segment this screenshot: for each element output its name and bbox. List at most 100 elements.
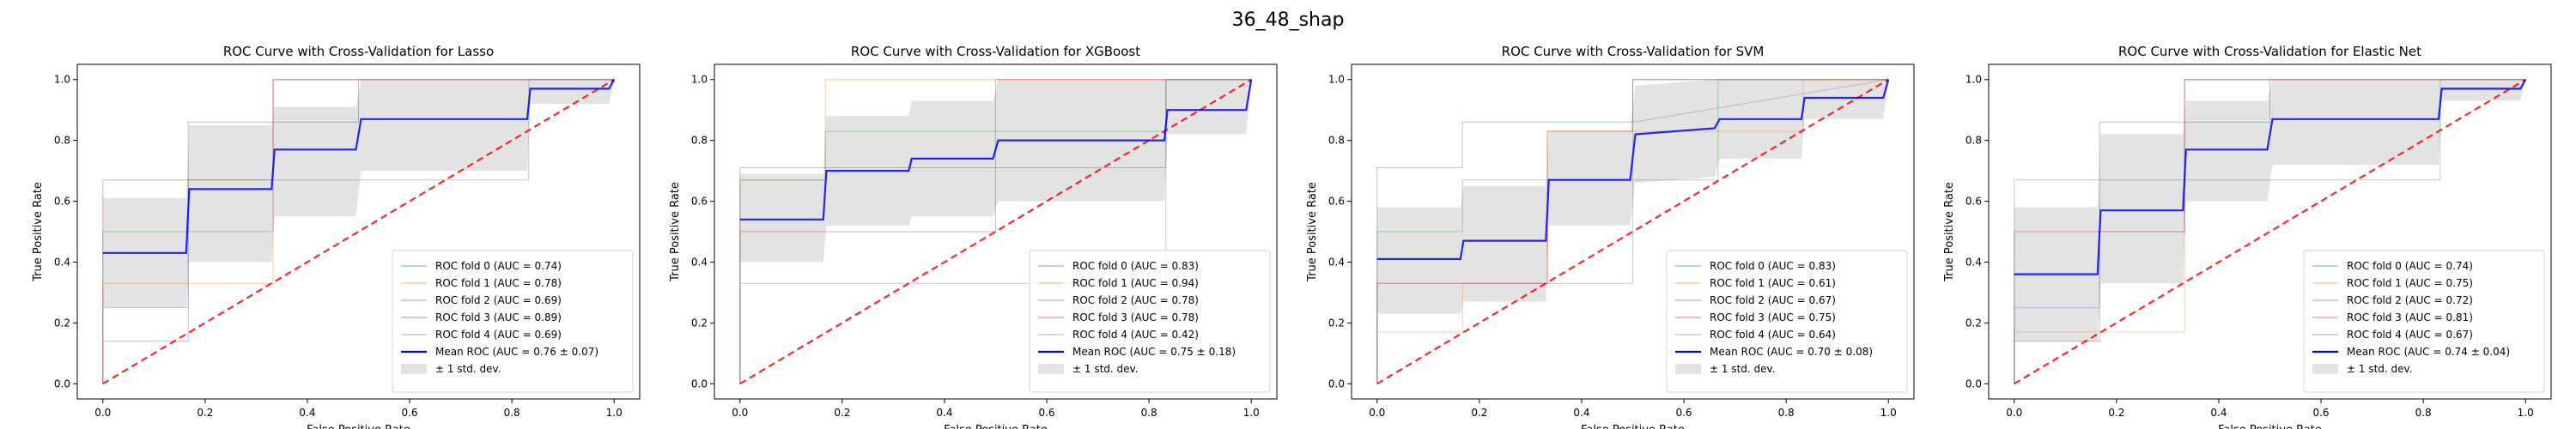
legend-swatch-band xyxy=(2312,364,2338,374)
y-axis-label: True Positive Rate xyxy=(32,182,45,282)
x-axis-label: False Positive Rate xyxy=(944,424,1048,429)
legend-label: Mean ROC (AUC = 0.74 ± 0.04) xyxy=(2347,346,2510,358)
roc-fold-0-line xyxy=(739,79,1252,384)
x-tick-label: 0.2 xyxy=(197,407,213,419)
legend-label: ROC fold 4 (AUC = 0.67) xyxy=(2347,329,2473,341)
roc-fold-4-line xyxy=(1376,79,1889,384)
mean-roc-line xyxy=(102,79,616,254)
x-axis-label: False Positive Rate xyxy=(1581,424,1685,429)
chance-line xyxy=(1376,78,1889,385)
legend-label: ROC fold 3 (AUC = 0.78) xyxy=(1072,311,1199,323)
legend-label: ROC fold 2 (AUC = 0.69) xyxy=(435,294,562,306)
x-tick-label: 0.0 xyxy=(732,407,748,419)
roc-fold-1-line xyxy=(1376,79,1889,384)
x-axis-label: False Positive Rate xyxy=(307,424,410,429)
x-tick-label: 0.8 xyxy=(504,407,520,419)
roc-fold-4-line xyxy=(102,79,615,384)
legend-swatch-band xyxy=(401,364,427,374)
x-tick-label: 0.8 xyxy=(2415,407,2432,419)
std-dev-band xyxy=(2014,79,2526,341)
roc-fold-1-line xyxy=(102,79,615,384)
x-tick-label: 0.4 xyxy=(299,407,315,419)
axes-frame xyxy=(1351,63,1915,400)
x-tick-label: 0.0 xyxy=(2006,407,2022,419)
legend: ROC fold 0 (AUC = 0.74) ROC fold 1 (AUC =… xyxy=(392,250,634,393)
x-tick-label: 0.2 xyxy=(834,407,850,419)
y-tick-label: 0.2 xyxy=(54,317,70,329)
y-tick-label: 0.2 xyxy=(691,317,708,329)
legend-label: ROC fold 1 (AUC = 0.61) xyxy=(1710,277,1836,289)
y-tick-label: 0.8 xyxy=(691,135,708,147)
panel-title: ROC Curve with Cross-Validation for SVM xyxy=(1502,44,1765,59)
roc-fold-0-line xyxy=(2014,79,2526,384)
legend-box xyxy=(392,250,634,393)
legend-label: ± 1 std. dev. xyxy=(435,363,501,375)
roc-panel-3: ROC Curve with Cross-Validation for Elas… xyxy=(1943,44,2552,429)
y-tick-label: 0.6 xyxy=(1965,196,1982,208)
legend-label: ROC fold 2 (AUC = 0.78) xyxy=(1072,294,1199,306)
roc-fold-0-line xyxy=(1376,79,1889,384)
legend-box xyxy=(1666,250,1908,393)
axes-frame xyxy=(76,63,641,400)
legend-label: ROC fold 1 (AUC = 0.78) xyxy=(435,277,562,289)
y-tick-label: 0.8 xyxy=(1328,135,1345,147)
legend-box xyxy=(2303,250,2545,393)
legend-label: ROC fold 4 (AUC = 0.69) xyxy=(435,329,562,341)
x-tick-label: 0.0 xyxy=(1369,407,1385,419)
legend-label: Mean ROC (AUC = 0.76 ± 0.07) xyxy=(435,346,598,358)
axes-frame xyxy=(1988,63,2552,400)
roc-fold-2-line xyxy=(739,79,1252,384)
legend-label: ROC fold 3 (AUC = 0.89) xyxy=(435,311,562,323)
y-tick-label: 1.0 xyxy=(691,74,708,86)
legend-label: ROC fold 0 (AUC = 0.83) xyxy=(1072,260,1199,272)
x-tick-label: 0.0 xyxy=(94,407,111,419)
legend-label: ROC fold 1 (AUC = 0.94) xyxy=(1072,277,1199,289)
legend-label: ROC fold 4 (AUC = 0.64) xyxy=(1710,329,1836,341)
mean-roc-line xyxy=(739,79,1253,221)
axes-frame xyxy=(714,63,1278,400)
roc-fold-1-line xyxy=(2014,79,2526,384)
x-tick-label: 0.6 xyxy=(1038,407,1054,419)
y-tick-label: 0.6 xyxy=(691,196,708,208)
y-tick-label: 0.0 xyxy=(691,378,708,390)
y-tick-label: 0.2 xyxy=(1328,317,1345,329)
legend: ROC fold 0 (AUC = 0.83) ROC fold 1 (AUC =… xyxy=(1029,250,1271,393)
std-dev-band xyxy=(1376,79,1889,314)
mean-roc-line xyxy=(2014,79,2527,275)
roc-fold-0-line xyxy=(102,79,615,384)
roc-fold-3-line xyxy=(1376,79,1889,384)
x-tick-label: 1.0 xyxy=(2518,407,2534,419)
y-tick-label: 0.0 xyxy=(1328,378,1345,390)
x-axis-label: False Positive Rate xyxy=(2218,424,2322,429)
x-tick-label: 0.6 xyxy=(1675,407,1692,419)
roc-fold-3-line xyxy=(2014,79,2526,384)
legend-label: ROC fold 0 (AUC = 0.74) xyxy=(435,260,562,272)
x-tick-label: 1.0 xyxy=(1880,407,1897,419)
y-tick-label: 0.0 xyxy=(54,378,70,390)
y-tick-label: 1.0 xyxy=(1328,74,1345,86)
y-tick-label: 0.8 xyxy=(1965,135,1982,147)
legend-label: ± 1 std. dev. xyxy=(1072,363,1139,375)
x-tick-label: 0.4 xyxy=(1573,407,1589,419)
y-tick-label: 0.0 xyxy=(1965,378,1982,390)
x-tick-label: 1.0 xyxy=(606,407,623,419)
x-tick-label: 0.4 xyxy=(2210,407,2227,419)
roc-panel-0: ROC Curve with Cross-Validation for Lass… xyxy=(32,44,641,429)
y-tick-label: 0.6 xyxy=(1328,196,1345,208)
x-tick-label: 0.8 xyxy=(1778,407,1795,419)
y-tick-label: 0.4 xyxy=(691,256,708,268)
x-tick-label: 0.4 xyxy=(936,407,952,419)
panel-title: ROC Curve with Cross-Validation for Elas… xyxy=(2118,44,2421,59)
mean-roc-line xyxy=(1376,79,1890,260)
y-axis-label: True Positive Rate xyxy=(669,182,682,282)
y-tick-label: 0.6 xyxy=(54,196,70,208)
panel-title: ROC Curve with Cross-Validation for Lass… xyxy=(223,44,494,59)
y-axis-label: True Positive Rate xyxy=(1943,182,1956,282)
x-tick-label: 0.2 xyxy=(1471,407,1487,419)
y-axis-label: True Positive Rate xyxy=(1306,182,1319,282)
roc-fold-2-line xyxy=(1376,79,1889,384)
legend-label: ROC fold 3 (AUC = 0.81) xyxy=(2347,311,2473,323)
chance-line xyxy=(102,78,615,385)
legend-label: ± 1 std. dev. xyxy=(2347,363,2413,375)
